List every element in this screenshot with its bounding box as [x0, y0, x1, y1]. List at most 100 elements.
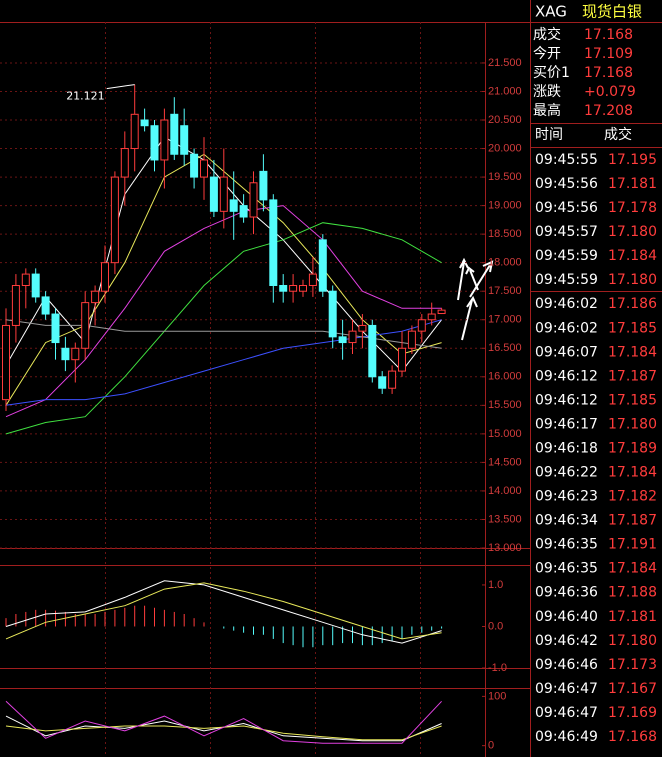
y-tick-label: 21.500 — [488, 57, 522, 69]
quote-label: 最高 — [533, 102, 561, 119]
trade-price: 17.185 — [608, 392, 657, 408]
candle-body — [160, 119, 169, 161]
trade-time: 09:46:35 — [535, 561, 598, 577]
candle-body — [417, 319, 426, 332]
trade-time: 09:46:36 — [535, 585, 598, 601]
trade-price: 17.184 — [608, 248, 657, 264]
candle-body — [209, 176, 218, 212]
indicator-line — [5, 222, 442, 435]
trade-price: 17.167 — [608, 681, 657, 697]
trade-price: 17.189 — [608, 440, 657, 456]
indicator-line — [5, 205, 442, 418]
indicator-line — [5, 700, 442, 744]
trade-price: 17.180 — [608, 272, 657, 288]
trade-price: 17.184 — [608, 465, 657, 481]
candle-body — [388, 370, 397, 389]
candle-body — [289, 285, 298, 292]
quote-value: 17.109 — [584, 46, 633, 62]
candle-body — [81, 302, 90, 349]
candle-body — [130, 113, 139, 150]
candle-body — [368, 324, 377, 378]
candle-body — [91, 290, 100, 304]
candle-body — [21, 273, 30, 286]
trade-time: 09:45:56 — [535, 176, 598, 192]
trade-price: 17.180 — [608, 416, 657, 432]
y-tick-label: 1.0 — [488, 579, 503, 591]
candle-body — [11, 285, 20, 326]
candle-body — [299, 285, 307, 292]
y-tick-label: 16.500 — [488, 342, 522, 354]
candle-body — [398, 347, 406, 372]
candle-body — [279, 285, 288, 292]
y-tick-label: 15.000 — [488, 428, 522, 440]
y-tick-label: 18.500 — [488, 228, 522, 240]
y-tick-label: 20.000 — [488, 142, 522, 154]
trade-time: 09:46:49 — [535, 729, 598, 745]
y-tick-label: -1.0 — [488, 662, 507, 674]
trade-time: 09:45:59 — [535, 248, 598, 264]
trade-time: 09:46:18 — [535, 440, 598, 456]
candle-body — [348, 330, 357, 344]
candle-body — [308, 273, 317, 286]
quote-label: 涨跌 — [533, 84, 561, 100]
y-tick-label: 19.000 — [488, 200, 522, 212]
candle-body — [328, 290, 337, 338]
trade-time: 09:46:22 — [535, 465, 598, 481]
trade-time: 09:45:57 — [535, 224, 598, 240]
indicator-line — [5, 715, 442, 742]
candle-body — [180, 125, 189, 155]
y-tick-label: 0 — [488, 740, 494, 752]
candle-body — [259, 170, 268, 201]
trade-time: 09:46:35 — [535, 537, 598, 553]
trade-price: 17.181 — [608, 609, 657, 625]
trade-price: 17.181 — [608, 176, 657, 192]
quote-value: 17.208 — [584, 103, 633, 119]
candle-body — [61, 347, 70, 361]
candle-body — [338, 336, 347, 344]
trade-price: 17.187 — [608, 513, 657, 529]
trade-price: 17.168 — [608, 729, 657, 745]
trade-time: 09:46:07 — [535, 344, 598, 360]
quote-label: 买价1 — [533, 65, 570, 81]
trade-time: 09:46:17 — [535, 416, 598, 432]
candle-body — [239, 205, 248, 218]
trade-price: 17.169 — [608, 705, 657, 721]
trade-price: 17.182 — [608, 489, 657, 505]
trade-time: 09:46:12 — [535, 392, 598, 408]
candle-body — [150, 125, 159, 161]
trade-price: 17.184 — [608, 344, 657, 360]
candle-body — [437, 309, 446, 315]
candle-body — [110, 176, 119, 264]
candle-body — [200, 159, 208, 178]
trade-price: 17.195 — [608, 152, 657, 168]
trade-price: 17.180 — [608, 633, 657, 649]
candle-body — [101, 262, 109, 292]
quote-value: +0.079 — [584, 84, 636, 100]
candle-body — [249, 182, 258, 218]
trade-price: 17.187 — [608, 368, 657, 384]
y-tick-label: 20.500 — [488, 114, 522, 126]
trade-price: 17.185 — [608, 320, 657, 336]
y-tick-label: 13.000 — [488, 542, 522, 554]
trade-time: 09:46:47 — [535, 681, 598, 697]
indicator-line — [5, 580, 442, 644]
candle-body — [229, 199, 238, 212]
trade-time: 09:46:12 — [535, 368, 598, 384]
trade-price: 17.184 — [608, 561, 657, 577]
indicator-line — [5, 725, 442, 741]
y-tick-label: 100 — [488, 690, 506, 702]
quote-value: 17.168 — [584, 65, 633, 81]
trade-time: 09:45:56 — [535, 200, 598, 216]
candle-body — [41, 296, 50, 315]
trade-time: 09:46:42 — [535, 633, 598, 649]
y-tick-label: 13.500 — [488, 513, 522, 525]
candle-body — [140, 119, 149, 127]
indicator-line — [5, 582, 442, 640]
candle-body — [120, 148, 129, 178]
trade-time: 09:46:02 — [535, 296, 598, 312]
candle-body — [31, 273, 40, 298]
candle-body — [219, 176, 228, 212]
symbol: XAG — [535, 3, 567, 21]
